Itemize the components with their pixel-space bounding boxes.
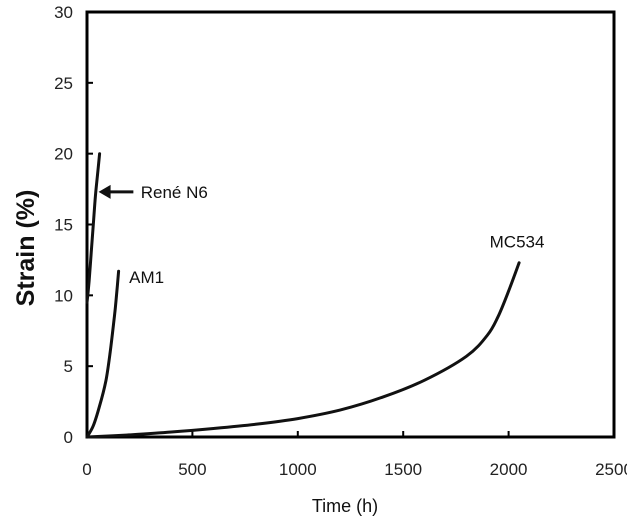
- y-tick-label: 20: [54, 145, 73, 164]
- x-tick-label: 2500: [595, 460, 627, 479]
- series-line-am1: [85, 269, 121, 439]
- series-label-ren-n6: René N6: [141, 183, 208, 202]
- y-axis-ticks: 0 5 10 15 20 25 30: [54, 3, 93, 447]
- series-label-mc534: MC534: [490, 233, 545, 252]
- series-layer: [85, 152, 521, 439]
- series-line-ren-n6: [85, 152, 102, 304]
- x-tick-label: 1000: [279, 460, 317, 479]
- y-axis-title: Strain (%): [12, 190, 40, 307]
- x-axis-ticks: 0 500 1000 1500 2000 2500: [82, 431, 627, 479]
- x-axis-title: Time (h): [312, 496, 378, 516]
- y-tick-label: 0: [64, 428, 73, 447]
- plot-frame: [85, 10, 616, 439]
- annotation-layer: [98, 184, 134, 199]
- x-tick-label: 0: [82, 460, 91, 479]
- x-tick-label: 500: [178, 460, 206, 479]
- series-label-am1: AM1: [129, 268, 164, 287]
- annotation-arrow-head: [98, 184, 111, 199]
- y-tick-label: 25: [54, 74, 73, 93]
- y-tick-label: 30: [54, 3, 73, 22]
- y-tick-label: 15: [54, 216, 73, 235]
- y-tick-label: 5: [64, 357, 73, 376]
- x-tick-label: 2000: [490, 460, 528, 479]
- x-tick-label: 1500: [384, 460, 422, 479]
- y-tick-label: 10: [54, 286, 73, 305]
- series-line-mc534: [85, 261, 521, 439]
- series-label-layer: René N6 AM1 MC534: [129, 183, 544, 287]
